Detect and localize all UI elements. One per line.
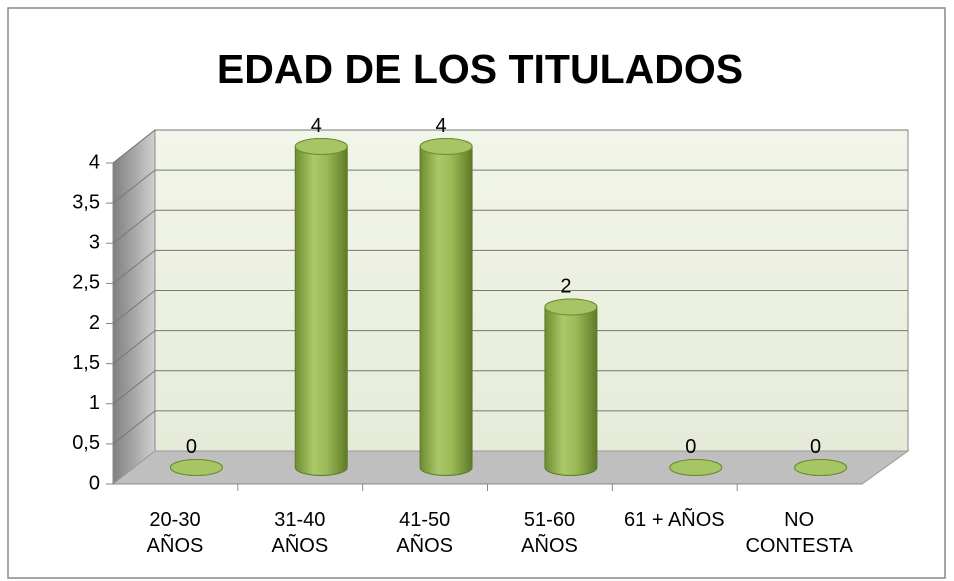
value-label: 2 xyxy=(560,275,571,297)
value-label: 0 xyxy=(810,436,821,458)
value-label: 4 xyxy=(436,115,447,137)
grid-line xyxy=(112,330,908,365)
y-tick-label: 2 xyxy=(89,312,100,334)
value-label: 4 xyxy=(311,115,322,137)
grid-line xyxy=(112,129,908,164)
bar-top xyxy=(544,298,598,316)
y-tick-label: 3,5 xyxy=(72,191,100,213)
grid-line xyxy=(112,290,908,324)
bar-top xyxy=(419,138,473,155)
grid-line xyxy=(112,370,908,405)
bar-top xyxy=(294,138,348,155)
grid-line xyxy=(112,410,908,445)
x-tick-label: 41-50 AÑOS xyxy=(396,509,453,557)
x-tick-label: 51-60 AÑOS xyxy=(521,509,578,557)
y-tick-label: 4 xyxy=(89,151,100,173)
x-tick-label: 61 + AÑOS xyxy=(624,509,725,531)
y-tick-label: 0 xyxy=(89,472,100,494)
grid-line xyxy=(112,209,908,244)
value-label: 0 xyxy=(186,436,197,458)
y-tick-label: 2,5 xyxy=(72,272,100,294)
floor xyxy=(111,450,910,485)
chart-title: EDAD DE LOS TITULADOS xyxy=(217,46,743,92)
y-tick-label: 1 xyxy=(89,392,100,414)
x-tick-label: 20-30 AÑOS xyxy=(146,509,204,557)
bar-top xyxy=(794,459,848,476)
x-tick-label: NO CONTESTA xyxy=(745,509,853,557)
y-tick-label: 1,5 xyxy=(72,352,100,374)
y-tick-label: 3 xyxy=(89,232,100,254)
x-tick-label: 31-40 AÑOS xyxy=(271,509,329,557)
grid-line xyxy=(112,169,908,204)
bar xyxy=(294,138,348,476)
value-label: 0 xyxy=(685,436,696,458)
bar xyxy=(419,138,473,476)
bar-top xyxy=(169,459,223,476)
bar-top xyxy=(669,459,723,476)
bar xyxy=(544,298,598,476)
y-tick-label: 0,5 xyxy=(72,432,100,454)
grid-line xyxy=(112,249,908,284)
